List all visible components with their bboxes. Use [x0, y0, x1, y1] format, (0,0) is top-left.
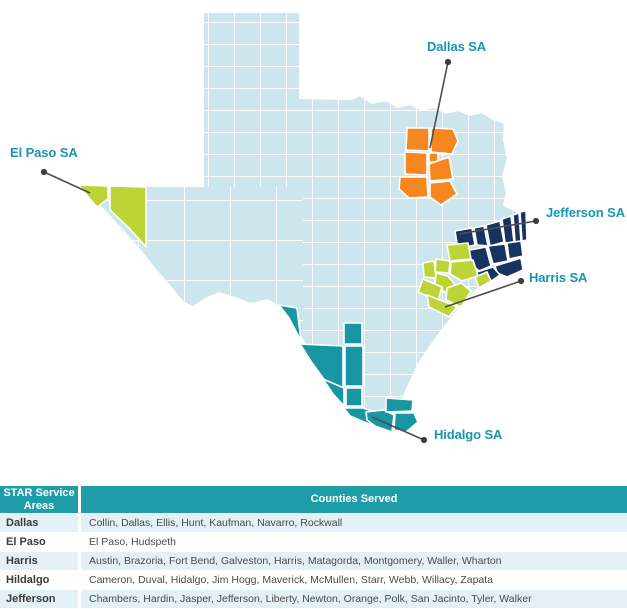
- area-cell: Dallas: [0, 514, 78, 532]
- county-grid: [80, 12, 525, 432]
- hidalgo-leader-line: [371, 416, 425, 441]
- dallas-leader-dot: [444, 58, 452, 66]
- counties-cell: Cameron, Duval, Hidalgo, Jim Hogg, Maver…: [81, 571, 627, 589]
- texas-map-svg: [40, 11, 540, 444]
- label-el-paso-sa: El Paso SA: [10, 145, 78, 160]
- harris-leader-line: [444, 280, 522, 308]
- el-paso-leader-dot: [40, 168, 48, 176]
- table-row-el-paso: El Paso El Paso, Hudspeth: [0, 533, 627, 551]
- counties-cell: Collin, Dallas, Ellis, Hunt, Kaufman, Na…: [81, 514, 627, 532]
- table-header-row: STAR Service Areas Counties Served: [0, 486, 627, 513]
- dallas-sa-counties: [398, 127, 459, 206]
- service-areas-table: STAR Service Areas Counties Served Dalla…: [0, 486, 627, 608]
- table-row-dallas: Dallas Collin, Dallas, Ellis, Hunt, Kauf…: [0, 514, 627, 532]
- area-cell: Hildalgo: [0, 571, 78, 589]
- table-row-hildalgo: Hildalgo Cameron, Duval, Hidalgo, Jim Ho…: [0, 571, 627, 589]
- table-row-harris: Harris Austin, Brazoria, Fort Bend, Galv…: [0, 552, 627, 570]
- column-header-counties-served: Counties Served: [81, 486, 627, 513]
- table-row-jefferson: Jefferson Chambers, Hardin, Jasper, Jeff…: [0, 590, 627, 608]
- counties-cell: Chambers, Hardin, Jasper, Jefferson, Lib…: [81, 590, 627, 608]
- label-dallas-sa: Dallas SA: [427, 39, 487, 54]
- hidalgo-leader-dot: [420, 436, 428, 444]
- leader-lines: [40, 58, 540, 444]
- harris-leader-dot: [517, 277, 525, 285]
- texas-service-area-map: Dallas SA El Paso SA Jefferson SA Harris…: [10, 11, 625, 444]
- area-cell: Harris: [0, 552, 78, 570]
- dallas-leader-line: [429, 61, 449, 149]
- counties-cell: Austin, Brazoria, Fort Bend, Galveston, …: [81, 552, 627, 570]
- counties-cell: El Paso, Hudspeth: [81, 533, 627, 551]
- area-cell: El Paso: [0, 533, 78, 551]
- label-hidalgo-sa: Hidalgo SA: [434, 427, 503, 442]
- column-header-star-service-areas: STAR Service Areas: [0, 486, 78, 513]
- area-cell: Jefferson: [0, 590, 78, 608]
- jefferson-leader-line: [458, 220, 537, 235]
- label-harris-sa: Harris SA: [529, 270, 588, 285]
- label-jefferson-sa: Jefferson SA: [546, 205, 625, 220]
- el-paso-leader-line: [43, 171, 91, 194]
- jefferson-leader-dot: [532, 217, 540, 225]
